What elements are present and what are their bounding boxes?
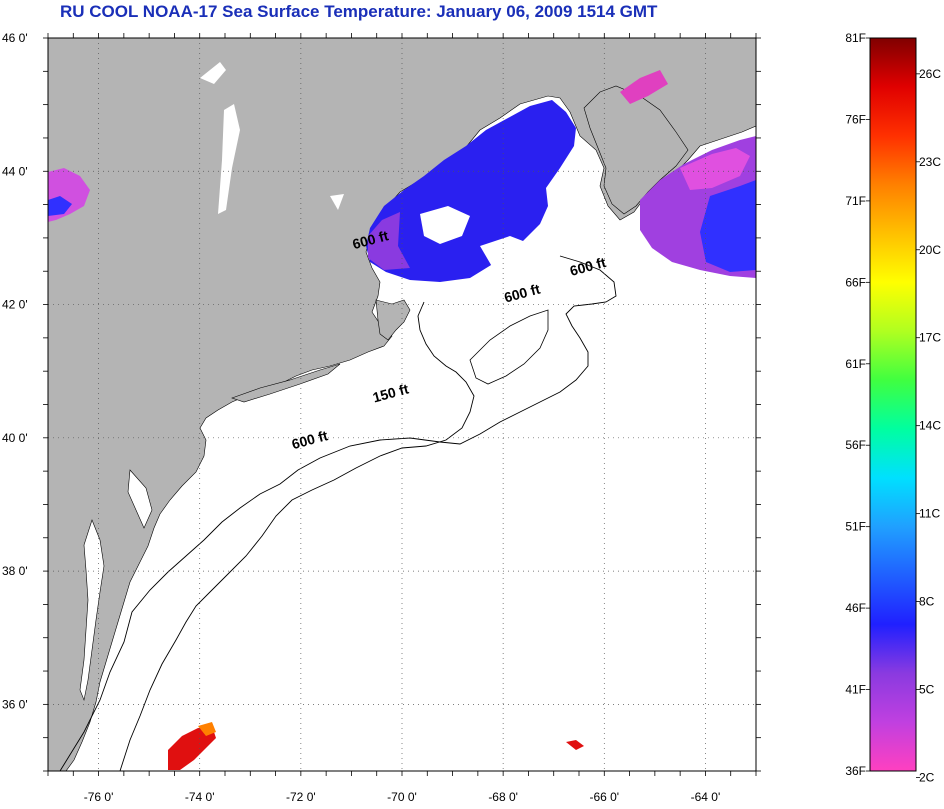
- land-white-patch: [330, 194, 344, 210]
- colorbar-f-label: 56F: [845, 438, 866, 452]
- colorbar-c-label: 2C: [919, 771, 935, 785]
- contour-600ft: [59, 255, 617, 771]
- colorbar-f-label: 61F: [845, 357, 866, 371]
- contour-150ft: [119, 301, 475, 771]
- lon-tick-label: -64 0': [691, 790, 721, 804]
- lon-tick-label: -76 0': [84, 790, 114, 804]
- axis-ticks: 46 0' 44 0' 42 0' 40 0' 38 0' 36 0' -76 0' -74 …: [2, 31, 761, 804]
- colorbar-f-label: 41F: [845, 683, 866, 697]
- lon-tick-label: -72 0': [286, 790, 316, 804]
- sst-fundy-pink: [620, 70, 668, 104]
- colorbar-f-label: 81F: [845, 31, 866, 45]
- colorbar-f-label: 51F: [845, 520, 866, 534]
- colorbar-c-label: 17C: [919, 331, 941, 345]
- sst-gulf-of-maine-purple: [368, 212, 410, 270]
- sst-warm-patch-east: [566, 740, 584, 750]
- land-long-island: [231, 363, 341, 403]
- chesapeake-bay: [79, 519, 105, 702]
- colorbar-f-label: 71F: [845, 194, 866, 208]
- colorbar-f-label: 76F: [845, 112, 866, 126]
- contour-georges-bank: [469, 309, 549, 385]
- lon-tick-label: -66 0': [589, 790, 619, 804]
- lat-tick-label: 46 0': [2, 31, 28, 45]
- lon-tick-label: -70 0': [387, 790, 417, 804]
- colorbar-labels: 81F 76F 71F 66F 61F 56F 51F 46F 41F 36F 26C 23C 20C 1…: [845, 31, 941, 785]
- sst-gulf-white-gap: [480, 236, 536, 270]
- land-mass-us: [48, 38, 756, 771]
- lat-tick-label: 36 0': [2, 697, 28, 711]
- colorbar-c-label: 14C: [919, 419, 941, 433]
- colorbar-c-label: 8C: [919, 595, 935, 609]
- temperature-colorbar: 81F 76F 71F 66F 61F 56F 51F 46F 41F 36F 26C 23C 20C 1…: [845, 31, 941, 785]
- lat-tick-label: 42 0': [2, 298, 28, 312]
- chart-title: RU COOL NOAA-17 Sea Surface Temperature:…: [60, 2, 658, 21]
- lon-tick-label: -68 0': [488, 790, 518, 804]
- land-cape-cod: [375, 299, 411, 341]
- colorbar-c-label: 26C: [919, 67, 941, 81]
- colorbar-f-label: 46F: [845, 601, 866, 615]
- sst-scotian-shelf-blue: [700, 180, 756, 272]
- colorbar-f-label: 36F: [845, 764, 866, 778]
- colorbar-c-label: 11C: [919, 507, 940, 521]
- sst-gulf-of-maine: [366, 100, 576, 282]
- sst-scotian-shelf-pink: [680, 148, 750, 190]
- lat-tick-label: 38 0': [2, 564, 28, 578]
- land-white-patch: [200, 62, 226, 84]
- sst-gulf-white-gap: [420, 206, 470, 244]
- delaware-bay: [127, 469, 153, 529]
- lat-tick-label: 44 0': [2, 164, 28, 178]
- lat-tick-label: 40 0': [2, 431, 28, 445]
- sst-patch-west-core: [48, 196, 72, 216]
- colorbar-f-label: 66F: [845, 275, 866, 289]
- colorbar-c-label: 23C: [919, 155, 941, 169]
- colorbar-c-label: 5C: [919, 683, 935, 697]
- lon-tick-label: -74 0': [185, 790, 215, 804]
- sst-warm-patch-south-orange: [198, 722, 216, 736]
- land-white-patch: [218, 104, 240, 214]
- sst-warm-patch-south: [168, 726, 216, 770]
- colorbar-c-label: 20C: [919, 243, 941, 257]
- map-grid: [48, 38, 756, 771]
- colorbar-gradient: [869, 37, 917, 772]
